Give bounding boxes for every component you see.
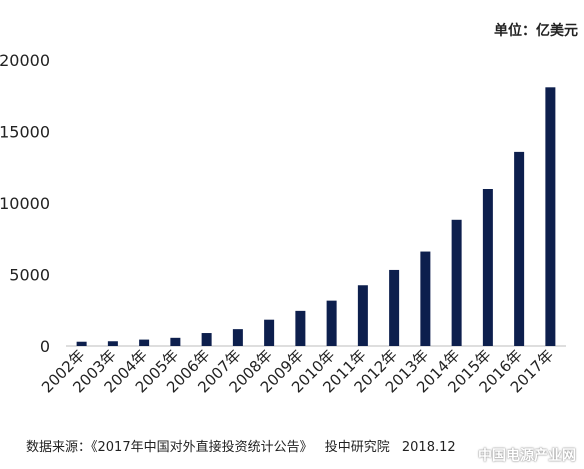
- date-text: 2018.12: [401, 440, 456, 455]
- watermark-logo: 中国电源产业网: [478, 448, 576, 464]
- bar: [357, 285, 368, 346]
- bar: [170, 337, 181, 346]
- bar: [451, 219, 462, 346]
- bar: [482, 189, 493, 346]
- source-note: 数据来源：《2017年中国对外直接投资统计公告》 投中研究院 2018.12: [26, 436, 464, 455]
- bar: [545, 87, 556, 347]
- y-tick-label: 10000: [0, 194, 50, 213]
- unit-label: 单位：亿美元: [494, 23, 578, 39]
- bar: [76, 341, 87, 346]
- bar: [201, 333, 212, 346]
- publisher-text: 投中研究院: [324, 440, 390, 455]
- y-tick-label: 20000: [0, 51, 50, 70]
- bar: [107, 341, 118, 346]
- bar: [295, 310, 306, 346]
- y-tick-label: 5000: [9, 266, 50, 285]
- y-axis-ticks: 0 5000 10000 15000 20000: [0, 51, 50, 356]
- bar: [326, 300, 337, 346]
- y-tick-label: 15000: [0, 123, 50, 142]
- bar: [389, 269, 400, 346]
- bar: [264, 319, 275, 346]
- bar: [232, 329, 243, 346]
- source-text: 数据来源：《2017年中国对外直接投资统计公告》: [26, 440, 313, 455]
- x-axis-labels: 2002年2003年2004年2005年2006年2007年2008年2009年…: [38, 346, 557, 396]
- y-tick-label: 0: [40, 337, 50, 356]
- bar: [514, 151, 525, 346]
- bar: [420, 251, 431, 346]
- bars: [76, 87, 556, 347]
- bar: [139, 339, 150, 346]
